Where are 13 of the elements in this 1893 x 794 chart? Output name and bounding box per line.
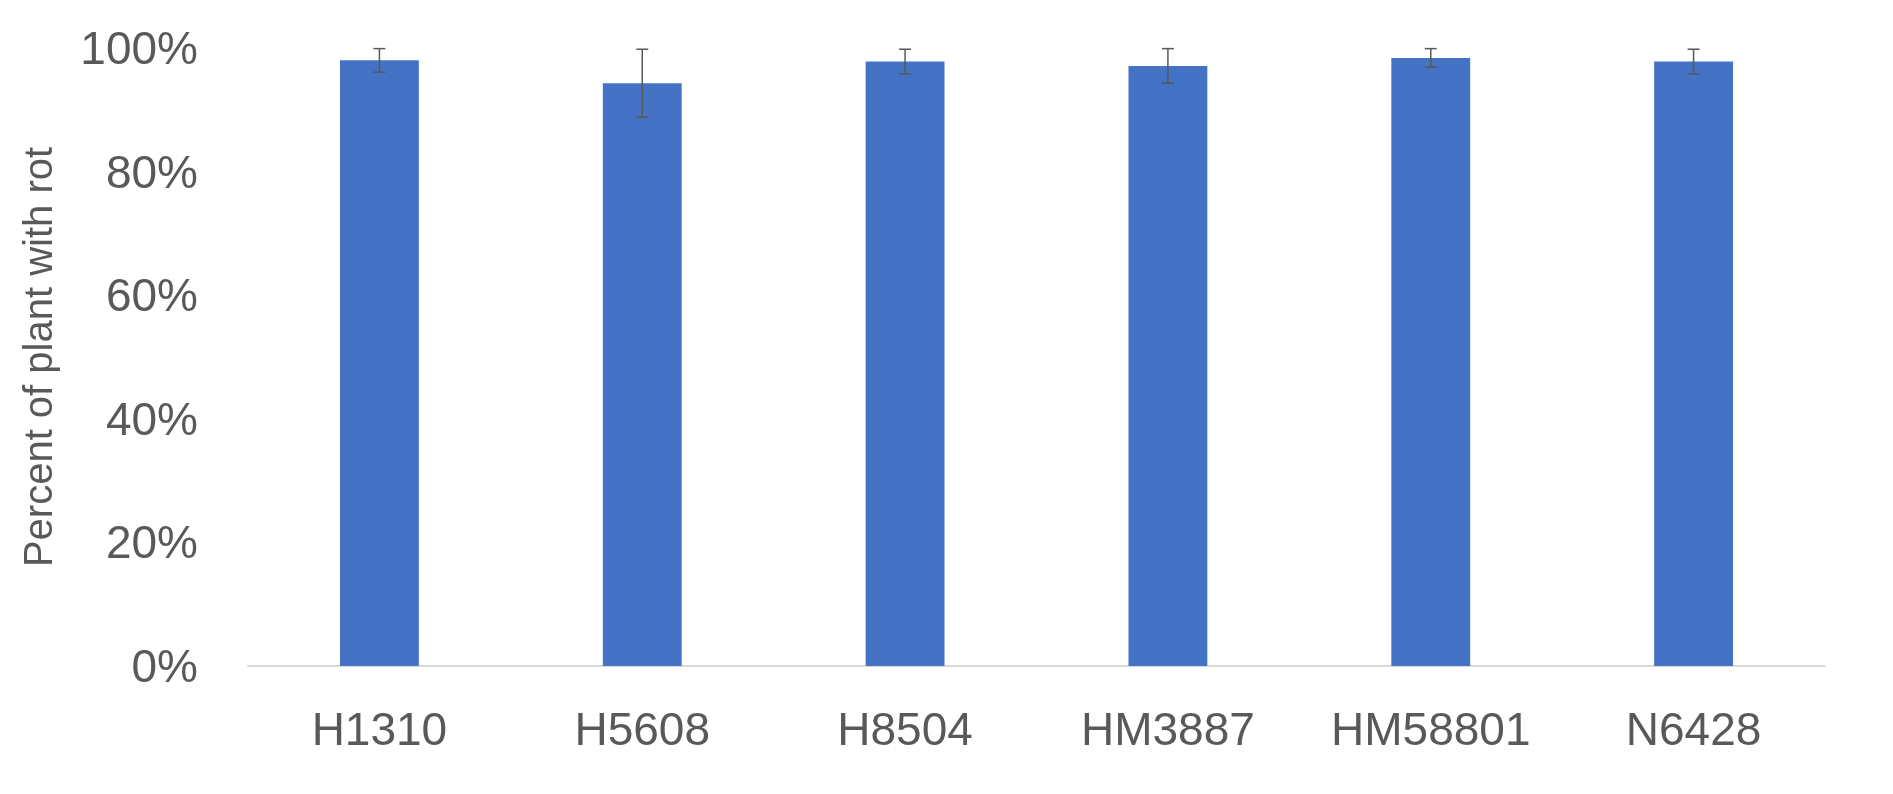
x-tick-label: H5608 (574, 703, 711, 755)
x-tick-label: HM58801 (1331, 703, 1531, 755)
x-tick-label: H1310 (311, 703, 448, 755)
y-tick-label: 20% (105, 516, 198, 569)
y-tick-label: 100% (80, 22, 198, 74)
x-tick-label: HM3887 (1080, 703, 1255, 755)
y-tick-label: 80% (105, 145, 198, 198)
y-tick-label: 0% (131, 640, 198, 692)
x-tick-label: N6428 (1625, 703, 1762, 755)
y-tick-label: 60% (105, 269, 198, 322)
y-axis-title: Percent of plant with rot (16, 146, 60, 568)
y-tick-label: 40% (105, 392, 198, 445)
x-tick-label: H8504 (837, 703, 973, 755)
